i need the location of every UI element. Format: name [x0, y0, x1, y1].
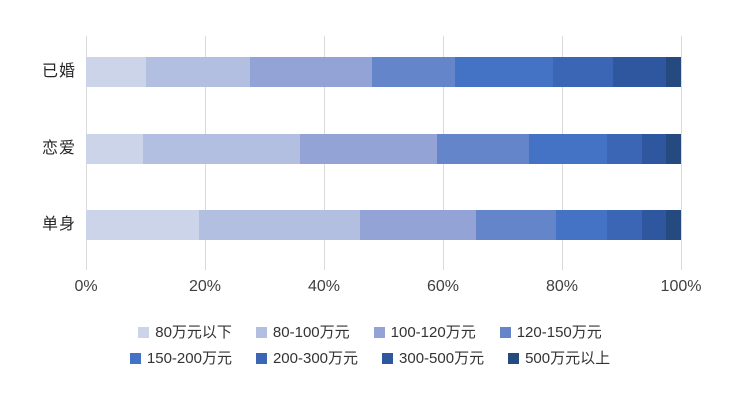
bar-segment — [529, 133, 607, 164]
legend-swatch-icon — [129, 353, 141, 364]
x-tick-label: 0% — [74, 278, 98, 295]
legend-label: 150-200万元 — [146, 350, 232, 367]
legend-item: 80-100万元 — [255, 321, 350, 344]
bar-segment — [612, 57, 667, 87]
bar-segment — [249, 57, 372, 87]
bar-segment — [666, 57, 681, 87]
bar-segment — [86, 57, 146, 87]
legend-label: 300-500万元 — [399, 350, 485, 367]
legend-item: 120-150万元 — [499, 321, 602, 344]
category-label: 恋爱 — [41, 139, 76, 157]
legend-label: 80万元以下 — [155, 324, 232, 341]
legend-swatch-icon — [499, 327, 511, 338]
bar-segment — [86, 133, 143, 164]
bar-单身 — [86, 210, 681, 240]
legend-item: 100-120万元 — [373, 321, 476, 344]
x-tick-label: 80% — [545, 278, 579, 295]
bar-segment — [642, 133, 667, 164]
bar-segment — [606, 210, 643, 240]
bar-segment — [300, 133, 438, 164]
bar-segment — [142, 133, 301, 164]
category-label: 单身 — [41, 216, 76, 233]
legend-label: 200-300万元 — [272, 350, 359, 367]
bar-segment — [86, 210, 200, 240]
legend-label: 120-150万元 — [516, 324, 602, 341]
bar-segment — [145, 57, 250, 87]
bar-segment — [642, 210, 667, 240]
legend-label: 80-100万元 — [272, 324, 350, 341]
legend-label: 100-120万元 — [390, 324, 476, 341]
legend-swatch-icon — [508, 353, 520, 364]
bar-已婚 — [86, 57, 681, 87]
bar-segment — [371, 57, 455, 87]
category-label: 已婚 — [41, 63, 76, 80]
bar-segment — [606, 133, 643, 164]
legend-item: 300-500万元 — [382, 347, 484, 370]
x-tick-label: 40% — [307, 278, 341, 295]
legend-row: 150-200万元 200-300万元 300-500万元 500万元以上 — [129, 347, 610, 370]
bar-segment — [454, 57, 554, 87]
x-tick-label: 60% — [426, 278, 460, 295]
bar-segment — [199, 210, 360, 240]
legend-item: 80万元以下 — [138, 321, 232, 344]
bar-segment — [553, 57, 613, 87]
legend-item: 200-300万元 — [255, 347, 359, 370]
bar-segment — [475, 210, 557, 240]
bar-segment — [437, 133, 530, 164]
legend-item: 500万元以上 — [508, 347, 610, 370]
legend-swatch-icon — [255, 327, 267, 338]
gridline — [680, 36, 682, 270]
legend-swatch-icon — [382, 353, 394, 364]
bar-恋爱 — [86, 133, 681, 164]
legend-swatch-icon — [255, 353, 267, 364]
x-tick-label: 100% — [660, 278, 702, 295]
legend-swatch-icon — [373, 327, 385, 338]
bar-segment — [359, 210, 476, 240]
legend-row: 80万元以下 80-100万元 100-120万元 120-150万元 — [138, 321, 602, 344]
legend-label: 500万元以上 — [525, 350, 611, 367]
legend: 80万元以下 80-100万元 100-120万元 120-150万元 150-200万… — [0, 321, 740, 370]
legend-item: 150-200万元 — [129, 347, 232, 370]
plot-area — [85, 36, 682, 270]
bar-segment — [666, 210, 681, 240]
legend-swatch-icon — [138, 327, 150, 338]
x-tick-label: 20% — [188, 278, 222, 295]
bar-segment — [666, 133, 681, 164]
bar-segment — [556, 210, 607, 240]
